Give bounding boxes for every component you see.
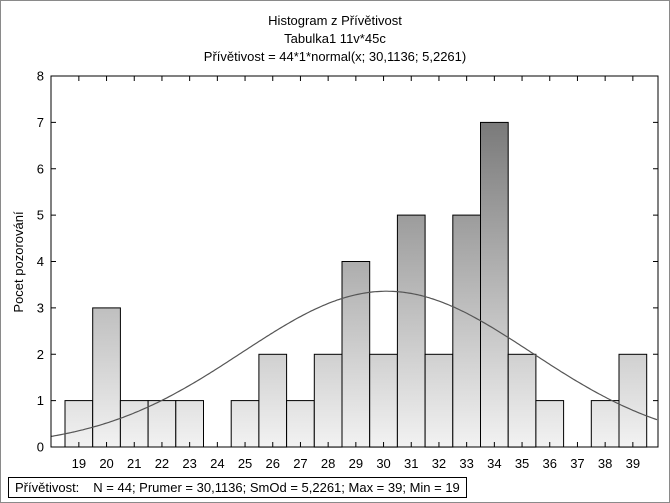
y-tick-label: 2 <box>37 347 44 362</box>
normal-fit-curve <box>50 290 658 437</box>
x-tick-label: 37 <box>570 456 584 471</box>
y-tick-label: 6 <box>37 161 44 176</box>
x-tick-label: 39 <box>626 456 640 471</box>
x-tick-label: 38 <box>598 456 612 471</box>
bar-25 <box>230 400 260 448</box>
y-tick-label: 7 <box>37 115 44 130</box>
x-tick-label: 23 <box>182 456 196 471</box>
x-tick-label: 31 <box>404 456 418 471</box>
x-tick-label: 27 <box>293 456 307 471</box>
stats-variable: Přívětivost: <box>15 480 80 495</box>
y-tick-label: 1 <box>37 393 44 408</box>
x-axis: 19 20 21 22 23 24 25 26 27 28 29 30 31 32 33 34 35 36 37 38… <box>72 76 640 471</box>
x-tick-label: 32 <box>432 456 446 471</box>
bar-33 <box>452 214 481 448</box>
stats-box: Přívětivost: N = 44; Prumer = 30,1136; Sm… <box>8 477 467 498</box>
x-tick-label: 30 <box>376 456 390 471</box>
x-tick-label: 34 <box>487 456 501 471</box>
bar-34 <box>480 121 509 448</box>
stats-summary: N = 44; Prumer = 30,1136; SmOd = 5,2261;… <box>93 480 460 495</box>
bar-38 <box>590 400 620 448</box>
x-tick-label: 28 <box>321 456 335 471</box>
y-axis-label: Pocet pozorování <box>11 211 26 313</box>
x-tick-label: 36 <box>543 456 557 471</box>
bar-22 <box>147 400 177 448</box>
x-tick-label: 19 <box>72 456 86 471</box>
bar-36 <box>535 400 565 448</box>
chart-titles: Histogram z Přívětivost Tabulka1 11v*45c… <box>0 12 670 66</box>
bar-21 <box>119 400 149 448</box>
y-tick-label: 3 <box>37 300 44 315</box>
x-tick-label: 29 <box>349 456 363 471</box>
y-tick-label: 0 <box>37 440 44 455</box>
y-tick-label: 4 <box>37 254 44 269</box>
bar-28 <box>313 353 343 448</box>
bar-30 <box>369 353 398 448</box>
bar-29 <box>341 261 371 448</box>
y-tick-label: 5 <box>37 208 44 223</box>
bars <box>64 121 648 448</box>
bar-35 <box>507 353 537 448</box>
fit-formula: Přívětivost = 44*1*normal(x; 30,1136; 5,… <box>203 49 467 64</box>
chart-subtitle: Tabulka1 11v*45c <box>284 31 386 46</box>
bar-27 <box>286 400 315 448</box>
x-tick-label: 26 <box>266 456 280 471</box>
x-tick-label: 21 <box>127 456 141 471</box>
bar-31 <box>396 214 426 448</box>
x-tick-label: 24 <box>210 456 224 471</box>
x-tick-label: 20 <box>99 456 113 471</box>
x-tick-label: 35 <box>515 456 529 471</box>
x-tick-label: 25 <box>238 456 252 471</box>
bar-23 <box>175 400 205 448</box>
x-tick-label: 33 <box>459 456 473 471</box>
chart-title: Histogram z Přívětivost <box>268 13 402 28</box>
bar-19 <box>64 400 94 448</box>
y-tick-label: 8 <box>37 69 44 84</box>
bar-26 <box>258 353 288 448</box>
y-axis: 0 1 2 3 4 5 6 7 8 <box>37 69 658 455</box>
bar-39 <box>618 353 648 448</box>
x-tick-label: 22 <box>155 456 169 471</box>
bar-32 <box>424 353 454 448</box>
